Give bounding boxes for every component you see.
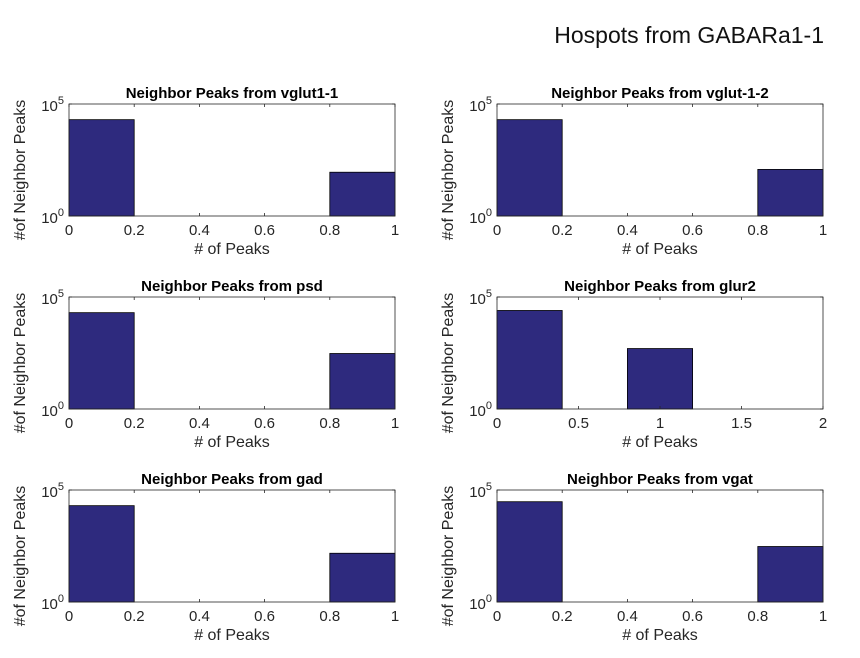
chart-6-xlabel: # of Peaks (622, 627, 698, 644)
chart-3-xlabel: # of Peaks (194, 434, 270, 451)
chart-2-xtick-label: 0.6 (682, 222, 703, 239)
chart-3-xtick-label: 0.6 (254, 415, 275, 432)
chart-3-xtick-label: 0.2 (124, 415, 145, 432)
chart-1-bar-1 (68, 119, 135, 217)
chart-1-xtick-label: 0 (65, 222, 73, 239)
chart-1-xtick-label: 0.2 (124, 222, 145, 239)
chart-6-bar-1 (496, 501, 563, 603)
chart-2-xtick-label: 1 (819, 222, 827, 239)
chart-2-ytick-label: 100 (469, 207, 492, 227)
chart-2-axes-box (496, 103, 824, 217)
chart-4-bar-1 (496, 310, 563, 410)
chart-3-xtick-label: 0 (65, 415, 73, 432)
chart-3-xtick-label: 0.4 (189, 415, 210, 432)
chart-5-xlabel: # of Peaks (194, 627, 270, 644)
chart-5-ylabel: #of Neighbor Peaks (12, 486, 29, 627)
chart-5-xtick-label: 0.6 (254, 608, 275, 625)
chart-3-title: Neighbor Peaks from psd (141, 278, 323, 295)
chart-1-ylabel: #of Neighbor Peaks (12, 100, 29, 241)
chart-3-bar-2 (329, 353, 396, 410)
chart-2-xtick-label: 0.2 (552, 222, 573, 239)
chart-5-ytick-label: 105 (41, 481, 64, 501)
chart-4-ytick-label: 105 (469, 288, 492, 308)
chart-4-title: Neighbor Peaks from glur2 (564, 278, 756, 295)
chart-1-ytick-label: 105 (41, 95, 64, 115)
chart-4-ylabel: #of Neighbor Peaks (440, 293, 457, 434)
chart-3-axes-box (68, 296, 396, 410)
chart-4-xtick-label: 0.5 (568, 415, 589, 432)
chart-2-bar-1 (496, 119, 563, 217)
chart-5-xtick-label: 0 (65, 608, 73, 625)
chart-2-title: Neighbor Peaks from vglut-1-2 (551, 85, 769, 102)
chart-6-title: Neighbor Peaks from vgat (567, 471, 753, 488)
chart-5-ytick-label: 100 (41, 593, 64, 613)
chart-3-ytick-label: 105 (41, 288, 64, 308)
chart-5-bar-1 (68, 505, 135, 603)
chart-1-xtick-label: 1 (391, 222, 399, 239)
chart-6-xtick-label: 0.6 (682, 608, 703, 625)
chart-6-xtick-label: 0.8 (747, 608, 768, 625)
chart-1-ytick-label: 100 (41, 207, 64, 227)
chart-4-xtick-label: 2 (819, 415, 827, 432)
chart-6-bar-2 (757, 546, 824, 603)
chart-2-bar-2 (757, 169, 824, 217)
chart-6-ytick-label: 100 (469, 593, 492, 613)
chart-6-xtick-label: 0 (493, 608, 501, 625)
chart-5-xtick-label: 1 (391, 608, 399, 625)
chart-2-ytick-label: 105 (469, 95, 492, 115)
figure-title: Hospots from GABARa1-1 (554, 22, 824, 48)
chart-1-xlabel: # of Peaks (194, 241, 270, 258)
chart-2-ylabel: #of Neighbor Peaks (440, 100, 457, 241)
chart-5-axes-box (68, 489, 396, 603)
chart-4-xtick-label: 0 (493, 415, 501, 432)
chart-2-xtick-label: 0.4 (617, 222, 638, 239)
chart-2-xlabel: # of Peaks (622, 241, 698, 258)
chart-5-xtick-label: 0.2 (124, 608, 145, 625)
chart-6-xtick-label: 0.2 (552, 608, 573, 625)
chart-6-ylabel: #of Neighbor Peaks (440, 486, 457, 627)
chart-4-xtick-label: 1.5 (731, 415, 752, 432)
chart-3-xtick-label: 0.8 (319, 415, 340, 432)
chart-3-ytick-label: 100 (41, 400, 64, 420)
chart-6-xtick-label: 0.4 (617, 608, 638, 625)
chart-2-xtick-label: 0.8 (747, 222, 768, 239)
chart-5-xtick-label: 0.4 (189, 608, 210, 625)
chart-2-xtick-label: 0 (493, 222, 501, 239)
chart-6-axes-box (496, 489, 824, 603)
chart-4-xtick-label: 1 (656, 415, 664, 432)
chart-4-ytick-label: 100 (469, 400, 492, 420)
chart-3-ylabel: #of Neighbor Peaks (12, 293, 29, 434)
chart-4-bar-2 (627, 348, 694, 410)
chart-1-bar-2 (329, 171, 396, 217)
chart-5-bar-2 (329, 552, 396, 603)
chart-4-xlabel: # of Peaks (622, 434, 698, 451)
chart-1-xtick-label: 0.6 (254, 222, 275, 239)
chart-5-title: Neighbor Peaks from gad (141, 471, 323, 488)
chart-1-title: Neighbor Peaks from vglut1-1 (126, 85, 339, 102)
chart-3-xtick-label: 1 (391, 415, 399, 432)
chart-6-xtick-label: 1 (819, 608, 827, 625)
chart-3-bar-1 (68, 312, 135, 410)
chart-6-ytick-label: 105 (469, 481, 492, 501)
chart-1-xtick-label: 0.4 (189, 222, 210, 239)
chart-5-xtick-label: 0.8 (319, 608, 340, 625)
chart-1-axes-box (68, 103, 396, 217)
chart-1-xtick-label: 0.8 (319, 222, 340, 239)
